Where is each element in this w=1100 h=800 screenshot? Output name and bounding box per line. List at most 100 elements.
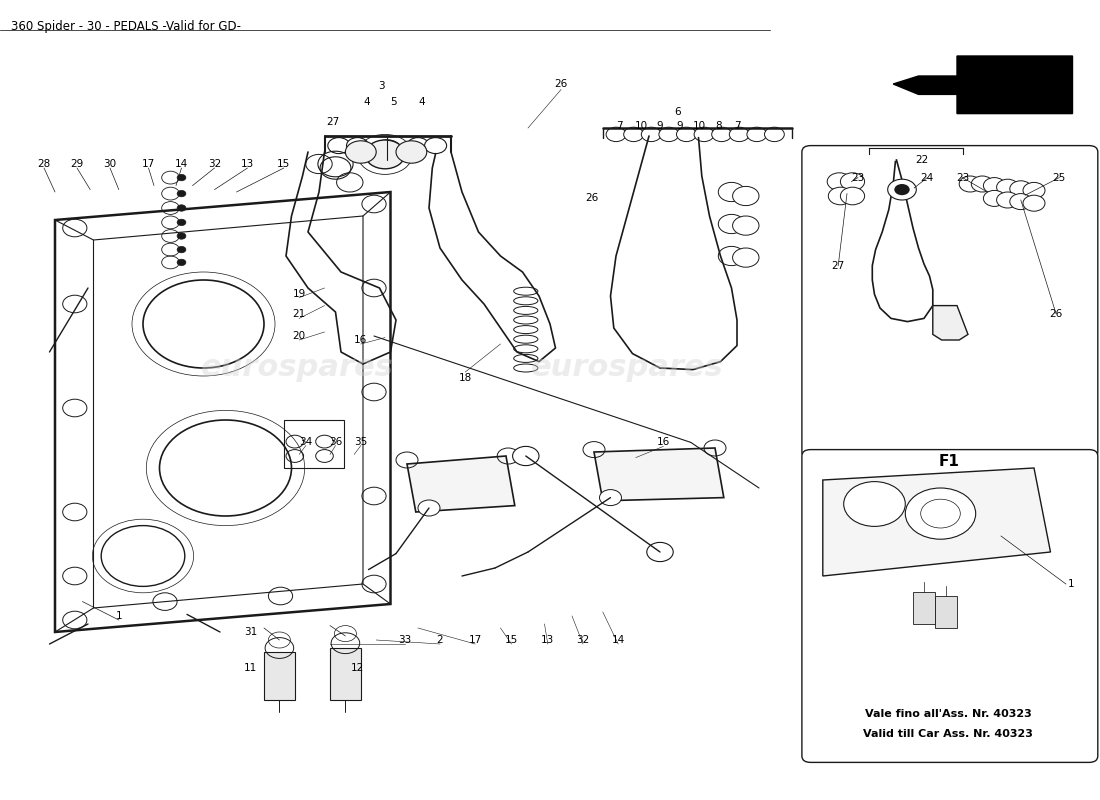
Circle shape (328, 138, 350, 154)
Circle shape (718, 182, 745, 202)
Circle shape (606, 127, 626, 142)
Bar (935, 596, 957, 628)
Text: 32: 32 (208, 159, 221, 169)
Text: 16: 16 (354, 335, 367, 345)
Text: 31: 31 (244, 627, 257, 637)
Circle shape (971, 176, 993, 192)
Text: 23: 23 (956, 173, 969, 182)
Circle shape (177, 174, 186, 181)
Text: 18: 18 (459, 374, 472, 383)
Text: 21: 21 (293, 310, 306, 319)
Text: 14: 14 (175, 159, 188, 169)
Circle shape (840, 187, 865, 205)
Text: eurospares: eurospares (200, 354, 394, 382)
Text: 20: 20 (293, 331, 306, 341)
Circle shape (888, 179, 916, 200)
Text: 17: 17 (142, 159, 155, 169)
Text: 22: 22 (915, 155, 928, 165)
Circle shape (733, 248, 759, 267)
Polygon shape (893, 56, 1072, 114)
FancyBboxPatch shape (802, 146, 1098, 458)
Text: 4: 4 (418, 98, 425, 107)
Text: 30: 30 (103, 159, 117, 169)
Circle shape (1023, 195, 1045, 211)
Circle shape (177, 259, 186, 266)
Text: 27: 27 (327, 118, 340, 127)
Text: 17: 17 (469, 635, 482, 645)
Circle shape (659, 127, 679, 142)
Text: 10: 10 (693, 121, 706, 130)
Circle shape (764, 127, 784, 142)
Text: 16: 16 (657, 438, 670, 447)
Circle shape (905, 488, 976, 539)
Text: 12: 12 (351, 663, 364, 673)
Text: F1: F1 (939, 454, 959, 470)
Text: 35: 35 (354, 437, 367, 446)
Text: 1: 1 (116, 611, 122, 621)
Circle shape (425, 138, 447, 154)
Circle shape (827, 173, 851, 190)
Circle shape (177, 246, 186, 253)
Text: 28: 28 (37, 159, 51, 169)
Text: 36: 36 (329, 437, 342, 446)
FancyBboxPatch shape (802, 450, 1098, 762)
Polygon shape (407, 456, 515, 512)
Text: 14: 14 (612, 635, 625, 645)
Text: 360 Spider - 30 - PEDALS -Valid for GD-: 360 Spider - 30 - PEDALS -Valid for GD- (11, 20, 241, 33)
Text: 4: 4 (363, 98, 370, 107)
Circle shape (1010, 194, 1032, 210)
Text: 2: 2 (437, 635, 443, 645)
Circle shape (624, 127, 644, 142)
Circle shape (177, 190, 186, 197)
Circle shape (345, 141, 376, 163)
Polygon shape (933, 306, 968, 340)
Text: eurospares: eurospares (530, 354, 724, 382)
Text: 15: 15 (505, 635, 518, 645)
Circle shape (647, 542, 673, 562)
Circle shape (729, 127, 749, 142)
Text: 15: 15 (277, 159, 290, 169)
Text: 13: 13 (241, 159, 254, 169)
Circle shape (747, 127, 767, 142)
Polygon shape (330, 648, 361, 700)
Circle shape (600, 490, 621, 506)
Text: 3: 3 (378, 81, 385, 90)
Text: 7: 7 (734, 121, 740, 130)
Polygon shape (594, 448, 724, 501)
Circle shape (346, 138, 368, 154)
Circle shape (828, 187, 852, 205)
Circle shape (959, 176, 981, 192)
Circle shape (513, 446, 539, 466)
Text: 34: 34 (299, 437, 312, 446)
Text: 23: 23 (851, 173, 865, 182)
Circle shape (641, 127, 661, 142)
Circle shape (365, 140, 405, 169)
Text: 11: 11 (244, 663, 257, 673)
Circle shape (177, 219, 186, 226)
Circle shape (840, 173, 865, 190)
Text: 9: 9 (676, 121, 683, 130)
Polygon shape (264, 652, 295, 700)
Text: 25: 25 (1053, 173, 1066, 182)
Text: Vale fino all'Ass. Nr. 40323: Vale fino all'Ass. Nr. 40323 (865, 710, 1032, 719)
Text: 32: 32 (576, 635, 590, 645)
Circle shape (177, 205, 186, 211)
Circle shape (1023, 182, 1045, 198)
Text: 9: 9 (657, 121, 663, 130)
Circle shape (676, 127, 696, 142)
Text: 5: 5 (390, 98, 397, 107)
Circle shape (997, 192, 1019, 208)
Text: 27: 27 (832, 261, 845, 270)
Bar (913, 592, 935, 624)
Circle shape (983, 178, 1005, 194)
Circle shape (177, 233, 186, 239)
Circle shape (844, 482, 905, 526)
Text: 1: 1 (1068, 579, 1075, 589)
Bar (284, 420, 344, 468)
Circle shape (1010, 181, 1032, 197)
Text: 26: 26 (554, 79, 568, 89)
Circle shape (997, 179, 1019, 195)
Circle shape (894, 184, 910, 195)
Text: 29: 29 (70, 159, 84, 169)
Circle shape (718, 214, 745, 234)
